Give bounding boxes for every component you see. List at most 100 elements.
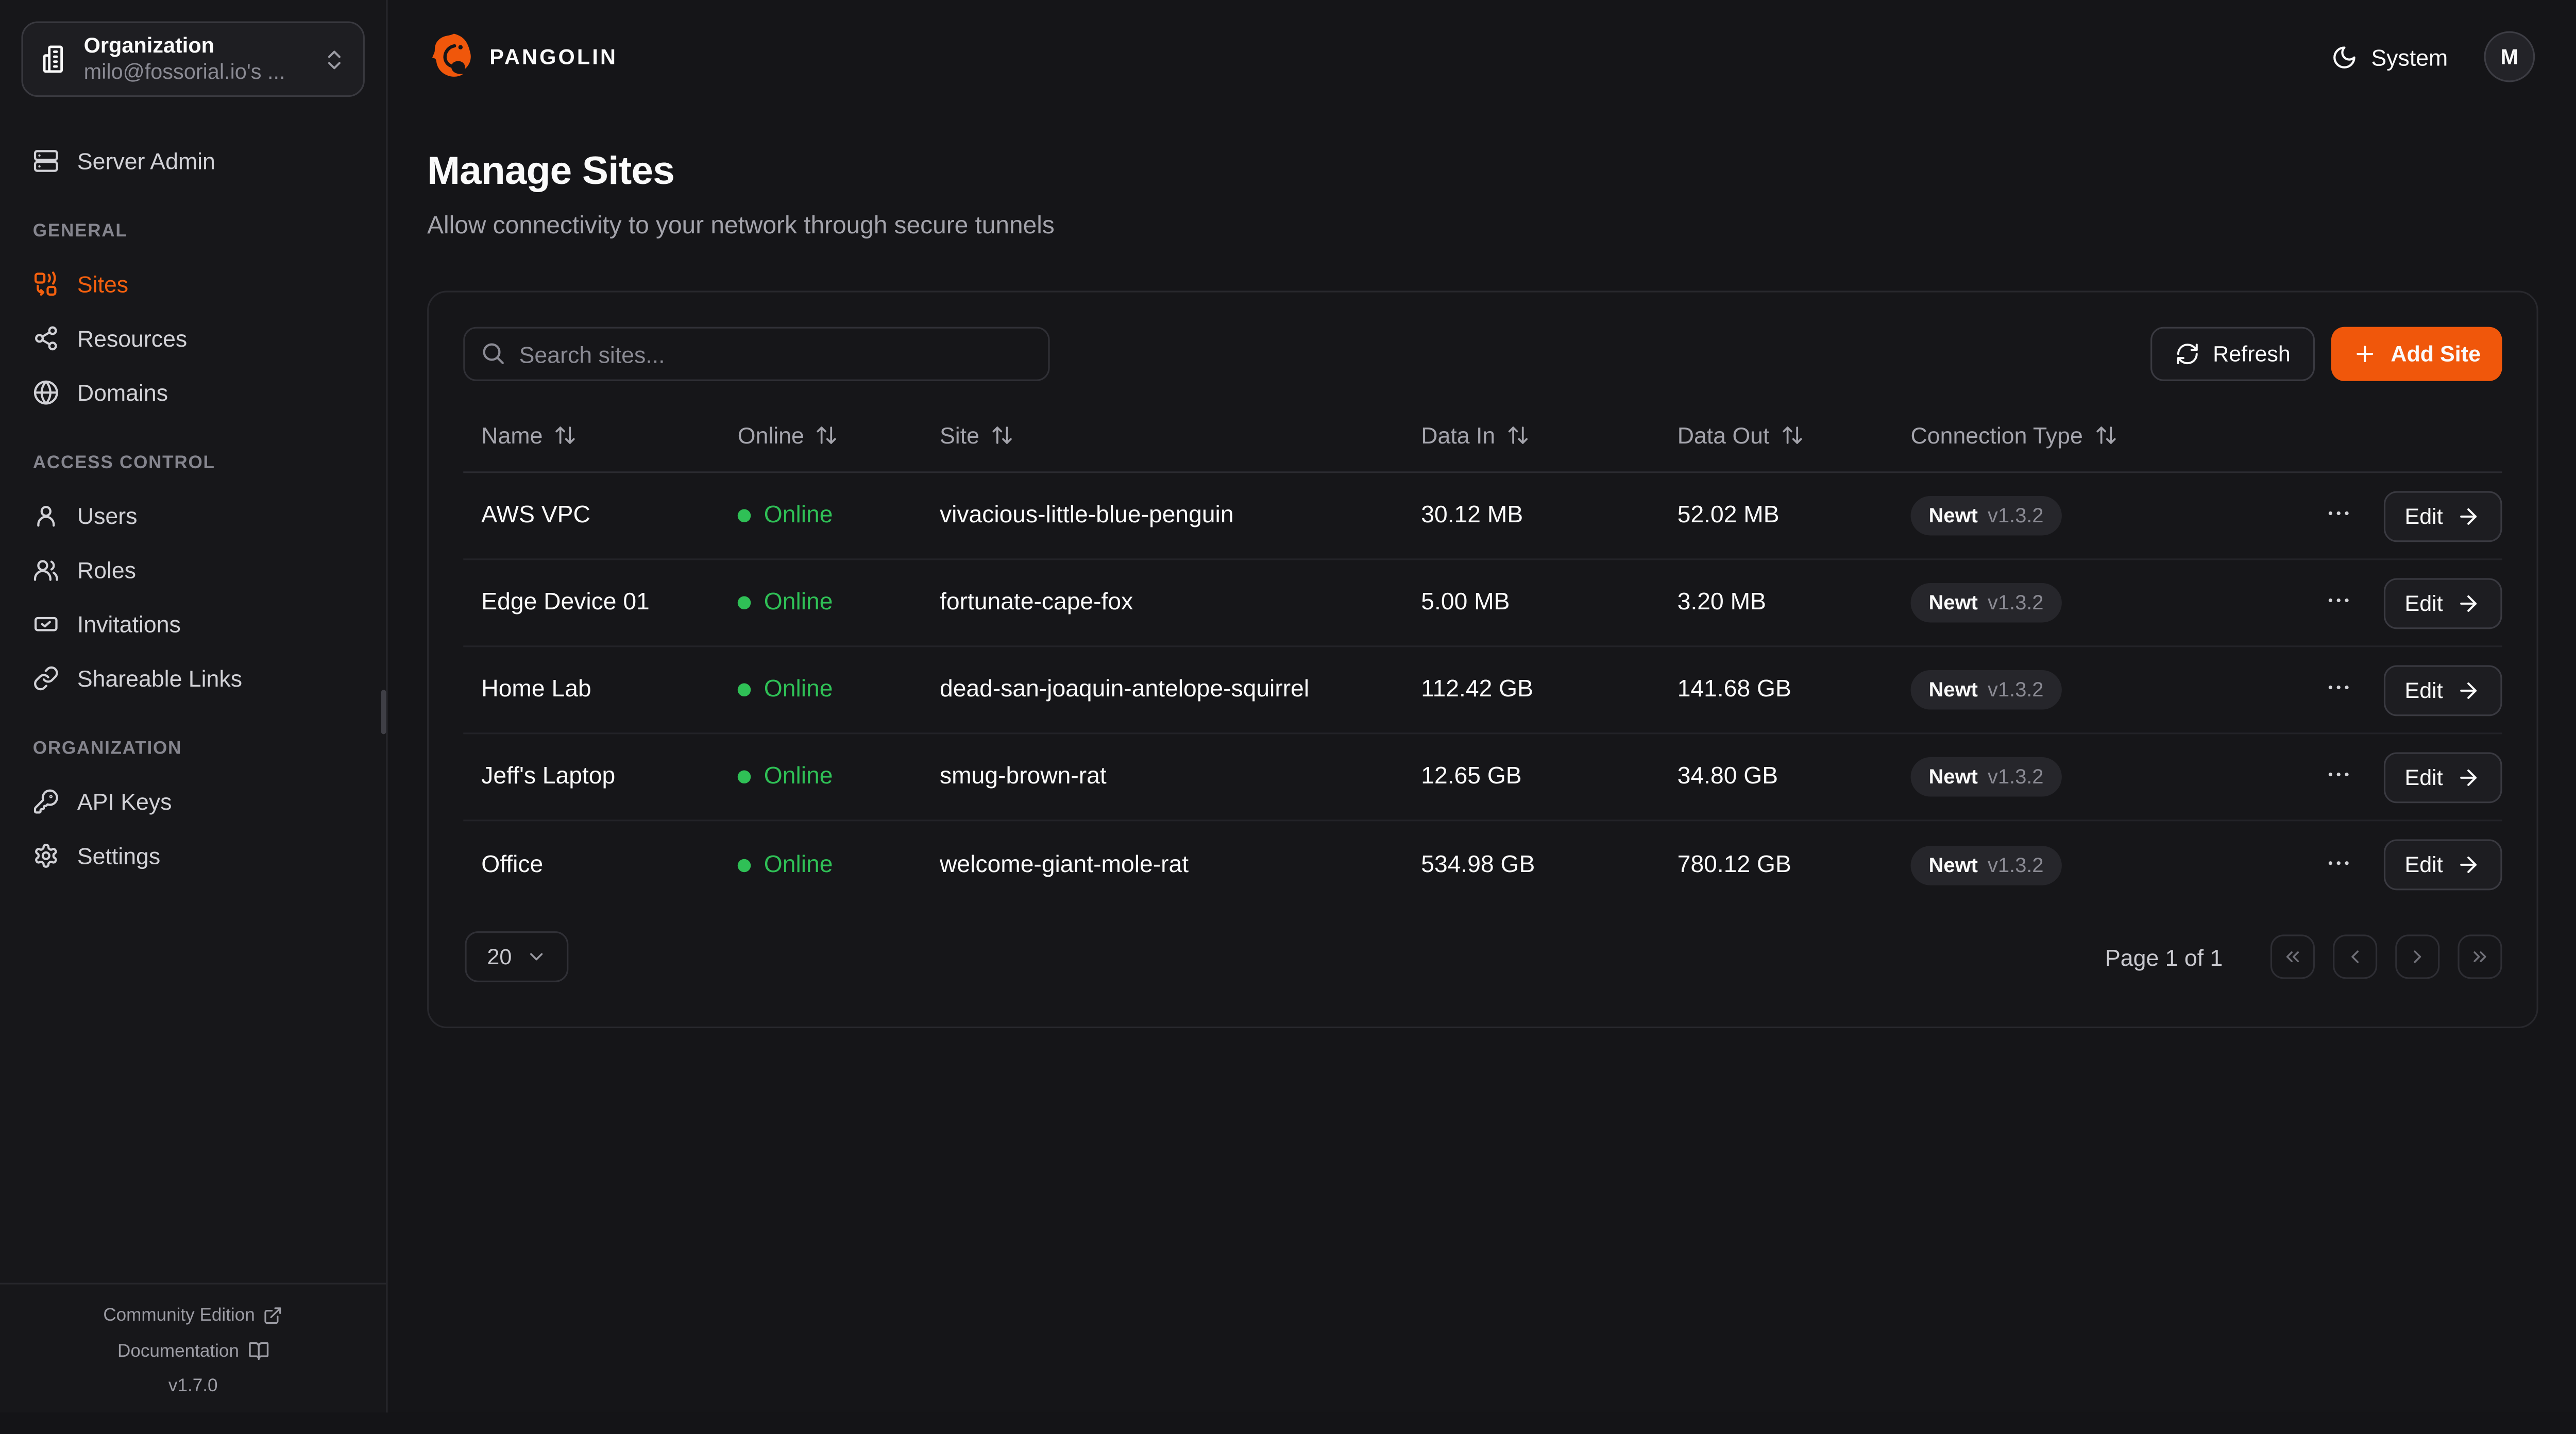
data-in-cell: 5.00 MB (1421, 589, 1510, 616)
add-site-label: Add Site (2391, 342, 2481, 367)
data-in-cell: 112.42 GB (1421, 676, 1533, 703)
section-title-access-control: ACCESS CONTROL (32, 453, 215, 473)
sidebar-item-server-admin[interactable]: Server Admin (21, 133, 364, 187)
sidebar-item-domains[interactable]: Domains (21, 365, 364, 419)
sidebar-scrollbar[interactable] (381, 690, 386, 735)
refresh-icon (2175, 342, 2200, 366)
refresh-button[interactable]: Refresh (2150, 327, 2315, 381)
community-edition-link[interactable]: Community Edition (103, 1306, 283, 1325)
row-menu-button[interactable] (2318, 757, 2359, 797)
sidebar-item-label: Users (77, 502, 138, 528)
sidebar-item-users[interactable]: Users (21, 488, 364, 542)
chevrons-right-icon (2469, 946, 2490, 967)
site-slug-cell: welcome-giant-mole-rat (939, 851, 1189, 878)
column-header-data-out[interactable]: Data Out (1677, 421, 1911, 448)
sidebar-item-sites[interactable]: Sites (21, 256, 364, 310)
row-menu-button[interactable] (2318, 583, 2359, 623)
sites-icon (33, 270, 59, 297)
brand[interactable]: PANGOLIN (427, 31, 618, 82)
last-page-button[interactable] (2458, 934, 2502, 979)
organization-picker[interactable]: Organization milo@fossorial.io's ... (21, 21, 365, 97)
edit-button[interactable]: Edit (2383, 751, 2502, 803)
sort-icon (816, 423, 839, 446)
users-icon (33, 556, 59, 582)
chevrons-up-down-icon (322, 47, 347, 72)
column-header-data-in[interactable]: Data In (1421, 421, 1677, 448)
documentation-link[interactable]: Documentation (117, 1340, 268, 1361)
building-icon (40, 44, 69, 74)
connection-type-cell: Newt v1.3.2 (1910, 757, 2300, 797)
page-title: Manage Sites (427, 149, 675, 194)
chevrons-left-icon (2282, 946, 2303, 967)
connection-type-version: v1.3.2 (1988, 591, 2044, 614)
row-menu-button[interactable] (2318, 670, 2359, 710)
table-row: Edge Device 01 Online fortunate-cape-fox 5.… (463, 560, 2502, 647)
page-size-value: 20 (487, 944, 512, 969)
next-page-button[interactable] (2395, 934, 2440, 979)
arrow-right-icon (2456, 852, 2481, 877)
arrow-right-icon (2456, 677, 2481, 702)
refresh-label: Refresh (2213, 342, 2291, 367)
connection-type-version: v1.3.2 (1988, 853, 2044, 877)
sidebar-item-invitations[interactable]: Invitations (21, 596, 364, 651)
book-open-icon (247, 1340, 268, 1361)
sites-panel: Refresh Add Site Name Online Site Data In Da… (427, 291, 2538, 1029)
row-menu-button[interactable] (2318, 496, 2359, 536)
table-body: AWS VPC Online vivacious-little-blue-pengu… (463, 473, 2502, 908)
page-indicator: Page 1 of 1 (2105, 943, 2223, 970)
row-actions-cell: Edit (2300, 751, 2502, 803)
sidebar-item-label: Server Admin (77, 147, 215, 174)
mail-icon (33, 610, 59, 637)
online-status-cell: Online (737, 851, 940, 878)
sidebar-item-shareable-links[interactable]: Shareable Links (21, 651, 364, 705)
table-row: Office Online welcome-giant-mole-rat 534.98… (463, 821, 2502, 908)
documentation-label: Documentation (117, 1341, 239, 1361)
edit-button[interactable]: Edit (2383, 577, 2502, 628)
pagination-buttons (2270, 934, 2502, 979)
column-header-connection-type[interactable]: Connection Type (1911, 421, 2300, 448)
data-out-cell: 34.80 GB (1677, 763, 1778, 790)
edit-button[interactable]: Edit (2383, 839, 2502, 891)
row-menu-button[interactable] (2318, 845, 2359, 885)
pangolin-logo-icon (427, 31, 478, 82)
theme-toggle-label: System (2371, 43, 2448, 70)
data-out-cell: 780.12 GB (1677, 851, 1791, 878)
sidebar-item-roles[interactable]: Roles (21, 542, 364, 596)
edit-button[interactable]: Edit (2383, 490, 2502, 541)
sort-icon (1781, 423, 1804, 446)
sidebar-item-label: Invitations (77, 610, 181, 637)
column-header-online[interactable]: Online (738, 421, 940, 448)
row-actions-cell: Edit (2300, 839, 2502, 891)
theme-toggle[interactable]: System (2332, 44, 2448, 70)
page-size-select[interactable]: 20 (465, 931, 569, 982)
first-page-button[interactable] (2270, 934, 2315, 979)
online-status-label: Online (764, 676, 833, 703)
site-slug-cell: vivacious-little-blue-penguin (939, 502, 1234, 529)
server-icon (33, 147, 59, 173)
add-site-button[interactable]: Add Site (2331, 327, 2502, 381)
table-header-row: Name Online Site Data In Data Out Connection … (463, 398, 2502, 473)
sidebar-item-settings[interactable]: Settings (21, 828, 364, 882)
panel-toolbar: Refresh Add Site (463, 327, 2502, 381)
organization-label: Organization (83, 32, 214, 57)
table-row: AWS VPC Online vivacious-little-blue-pengu… (463, 473, 2502, 560)
sidebar-item-api-keys[interactable]: API Keys (21, 774, 364, 828)
column-header-label: Data In (1421, 421, 1496, 448)
search-input[interactable] (463, 327, 1050, 381)
connection-type-version: v1.3.2 (1988, 678, 2044, 702)
column-header-name[interactable]: Name (481, 421, 737, 448)
page-subtitle: Allow connectivity to your network throu… (427, 212, 1055, 240)
online-status-dot (737, 509, 751, 523)
avatar[interactable]: M (2484, 31, 2535, 82)
sort-icon (991, 423, 1014, 446)
prev-page-button[interactable] (2333, 934, 2378, 979)
edit-button[interactable]: Edit (2383, 664, 2502, 715)
organization-picker-texts: Organization milo@fossorial.io's ... (84, 32, 308, 86)
edit-button-label: Edit (2404, 677, 2443, 703)
external-link-icon (263, 1306, 283, 1325)
column-header-site[interactable]: Site (940, 421, 1421, 448)
version-label: v1.7.0 (168, 1376, 218, 1396)
sidebar-item-resources[interactable]: Resources (21, 311, 364, 365)
search-icon (480, 340, 506, 366)
